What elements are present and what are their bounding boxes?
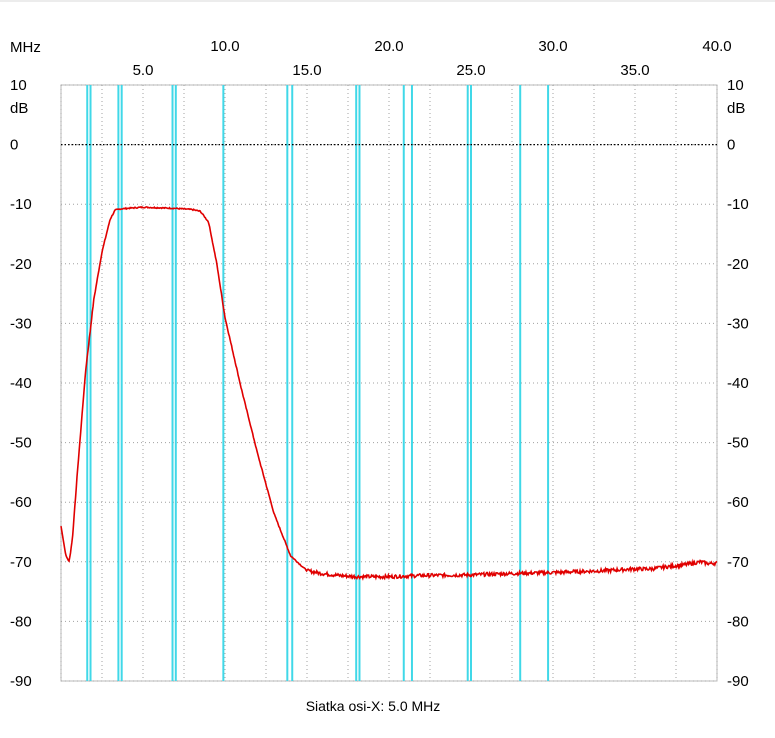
y-tick-label-left: -90	[10, 673, 32, 690]
y-tick-label-right: -20	[727, 256, 749, 273]
y-tick-label-left: -30	[10, 315, 32, 332]
y-tick-label-right: -60	[727, 494, 749, 511]
y-unit-label-right: dB	[727, 100, 745, 117]
y-tick-label-left: -40	[10, 375, 32, 392]
y-tick-label-right: -10	[727, 196, 749, 213]
y-tick-label-right: -50	[727, 435, 749, 452]
y-tick-label-left: -50	[10, 435, 32, 452]
x-tick-label: 25.0	[456, 62, 485, 79]
x-tick-label: 5.0	[133, 62, 154, 79]
y-tick-label-right: -80	[727, 613, 749, 630]
y-tick-label-left: -20	[10, 256, 32, 273]
y-tick-label-left: -60	[10, 494, 32, 511]
x-tick-label: 15.0	[292, 62, 321, 79]
y-tick-label-right: 0	[727, 137, 735, 154]
y-tick-label-left: -80	[10, 613, 32, 630]
x-tick-label: 10.0	[210, 38, 239, 55]
x-tick-label: 20.0	[374, 38, 403, 55]
y-tick-label-right: -90	[727, 673, 749, 690]
series-line	[60, 205, 718, 581]
x-axis-title: Siatka osi-X: 5.0 MHz	[306, 698, 441, 714]
y-tick-label-left: 0	[10, 137, 18, 154]
x-tick-label: 35.0	[620, 62, 649, 79]
y-tick-label-right: -40	[727, 375, 749, 392]
y-tick-label-left: -70	[10, 554, 32, 571]
y-tick-label-right: -70	[727, 554, 749, 571]
y-tick-label-left: -10	[10, 196, 32, 213]
x-tick-label: 40.0	[702, 38, 731, 55]
y-tick-label-right: 10	[727, 77, 744, 94]
y-unit-label-left: dB	[10, 100, 28, 117]
x-unit-label: MHz	[10, 39, 41, 56]
y-tick-label-left: 10	[10, 77, 27, 94]
y-tick-label-right: -30	[727, 315, 749, 332]
x-tick-label: 30.0	[538, 38, 567, 55]
